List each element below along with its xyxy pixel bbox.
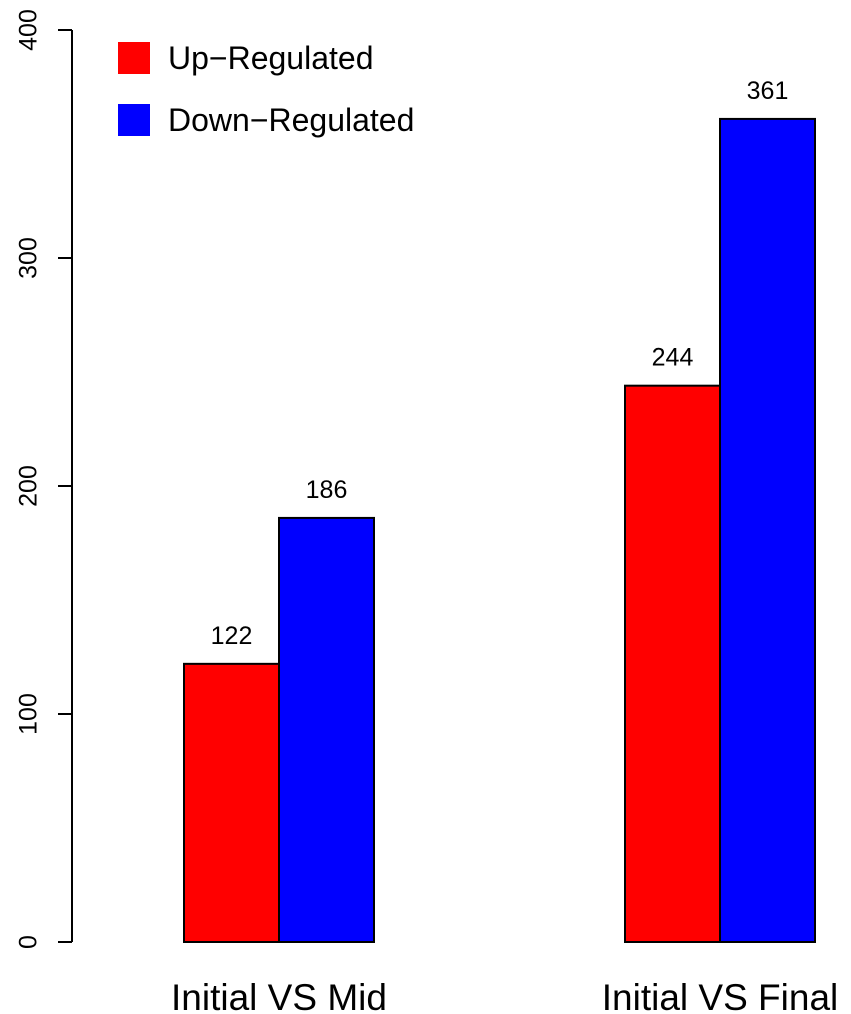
legend-label: Up−Regulated (168, 40, 373, 76)
legend-label: Down−Regulated (168, 102, 414, 138)
bar-value-label: 186 (306, 476, 348, 504)
y-tick-label: 300 (15, 237, 43, 279)
category-label: Initial VS Mid (171, 977, 387, 1014)
category-label: Initial VS Final (602, 977, 839, 1014)
legend-swatch (118, 104, 150, 136)
bar-up-2 (624, 384, 721, 943)
bar-up-1 (183, 662, 280, 944)
bar-value-label: 122 (211, 622, 253, 650)
bars (183, 117, 816, 944)
y-tick-label: 200 (15, 465, 43, 507)
y-tick-label: 100 (15, 693, 43, 735)
bar-down-1 (278, 516, 375, 943)
y-tick-label: 0 (15, 935, 43, 949)
bar-value-label: 244 (652, 344, 694, 372)
bar-down-2 (719, 117, 816, 944)
bar-value-label: 361 (747, 77, 789, 105)
legend: Up−Regulated Down−Regulated (118, 40, 414, 138)
y-tick-label: 400 (15, 9, 43, 51)
legend-swatch (118, 42, 150, 74)
value-labels: 122 186 244 361 (211, 77, 789, 650)
x-axis-labels: Initial VS Mid Initial VS Final (171, 977, 838, 1014)
y-axis: 0 100 200 300 400 (15, 9, 73, 949)
